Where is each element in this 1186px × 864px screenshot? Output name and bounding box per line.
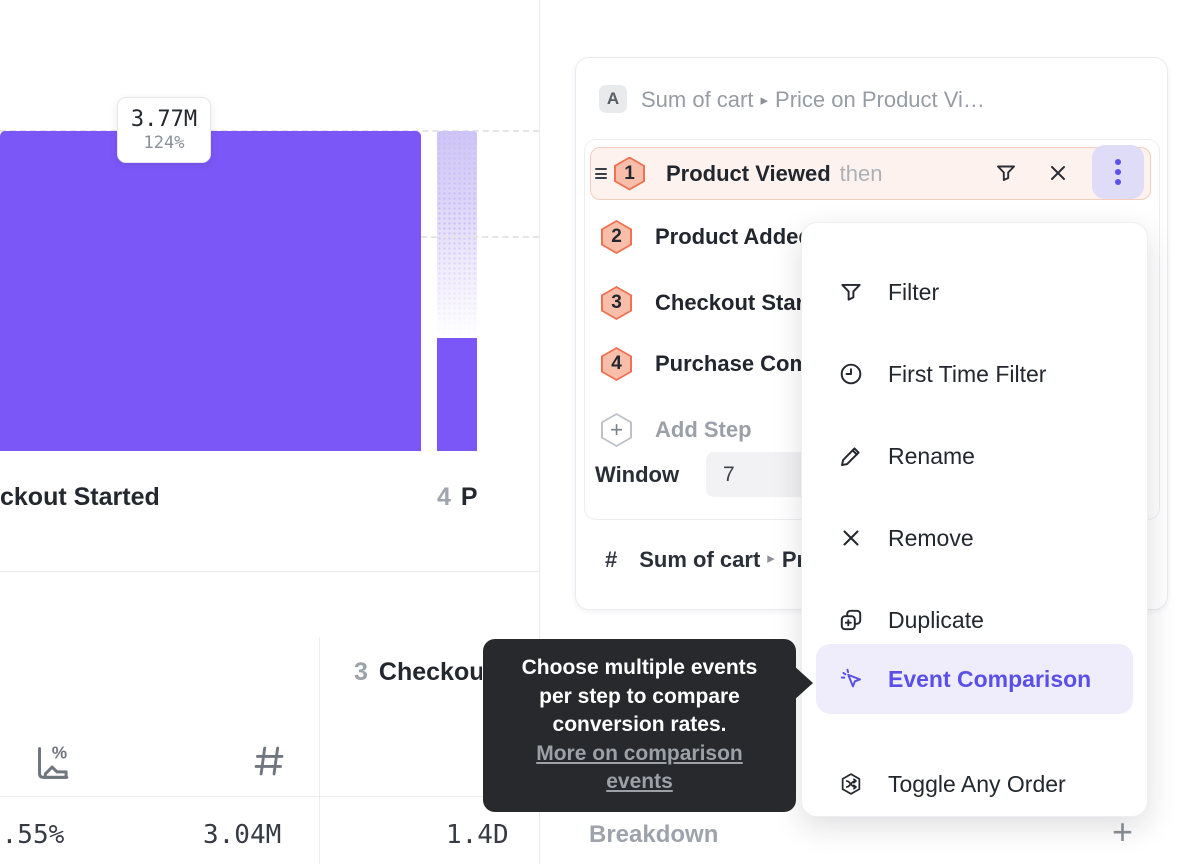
step-options-context-menu: Filter First Time Filter Rename Remove xyxy=(801,222,1148,817)
tooltip-line: conversion rates. xyxy=(552,713,727,737)
pencil-icon xyxy=(841,447,860,467)
duplicate-icon xyxy=(840,609,862,631)
more-on-comparison-events-link[interactable]: More on comparison events xyxy=(536,741,743,794)
metric-b-part1: Sum of cart xyxy=(639,547,761,572)
add-step-label: Add Step xyxy=(655,417,752,442)
funnel-bar-checkout-started[interactable] xyxy=(0,131,421,451)
x-axis-step-number: 4 xyxy=(437,483,451,511)
metric-a-part1: Sum of cart xyxy=(641,87,754,112)
count-hash-icon xyxy=(254,746,284,776)
tooltip-conversion: 124% xyxy=(143,133,185,153)
table-column-header-step3[interactable]: 3 Checkout xyxy=(354,658,482,692)
x-axis-label-text: Purchase xyxy=(460,483,479,511)
step-name-1: Product Viewed xyxy=(666,160,831,186)
add-step-plus-icon: + xyxy=(601,413,632,447)
tooltip-line: Choose multiple events xyxy=(521,656,758,680)
breadcrumb-arrow-icon: ▸ xyxy=(767,550,775,567)
funnel-dropoff-dots-texture xyxy=(437,131,477,339)
event-comparison-tooltip: Choose multiple events per step to compa… xyxy=(483,639,796,812)
step-badge-2: 2 xyxy=(601,220,632,254)
filter-icon xyxy=(841,283,861,301)
step-suffix-then: then xyxy=(839,160,883,186)
menu-item-rename[interactable]: Rename xyxy=(816,421,1133,491)
x-axis-label-purchase: 4 Purchase xyxy=(437,483,479,512)
breakdown-add-button[interactable]: + xyxy=(1112,811,1134,852)
metric-a-part2: Price on Product Vi… xyxy=(775,87,985,112)
menu-item-event-comparison[interactable]: Event Comparison xyxy=(816,644,1133,714)
number-metric-icon: # xyxy=(605,547,618,572)
menu-item-toggle-any-order[interactable]: Toggle Any Order xyxy=(816,749,1133,819)
conversion-rate-icon: % xyxy=(37,743,69,779)
table-value-conversion: 0.55% xyxy=(0,820,65,850)
more-options-button[interactable] xyxy=(1092,145,1144,199)
drag-handle-icon[interactable] xyxy=(595,165,607,181)
table-value-count: 3.04M xyxy=(203,820,282,850)
x-axis-label-text: ckout Started xyxy=(0,483,160,511)
step-row-1[interactable]: 1 Product Viewed then xyxy=(590,145,1151,200)
close-icon[interactable] xyxy=(1046,161,1070,185)
menu-item-duplicate[interactable]: Duplicate xyxy=(816,585,1133,655)
column-step-name: Checkout xyxy=(378,658,482,686)
x-icon xyxy=(843,530,859,546)
tooltip-line: per step to compare xyxy=(539,684,740,708)
gridline-dashed-mid xyxy=(421,236,539,238)
table-value-avg-time: 1.4D xyxy=(446,820,509,850)
column-step-number: 3 xyxy=(354,658,368,686)
clock-icon xyxy=(840,363,862,385)
tooltip-value: 3.77M xyxy=(130,107,198,132)
panel-divider xyxy=(539,0,540,864)
window-label: Window xyxy=(595,462,680,487)
add-step-button[interactable]: + Add Step xyxy=(601,413,752,447)
menu-item-remove[interactable]: Remove xyxy=(816,503,1133,573)
table-column-divider xyxy=(319,637,320,864)
step-badge-4: 4 xyxy=(601,347,632,381)
step-name-2: Product Added xyxy=(655,224,812,249)
step-badge-3: 3 xyxy=(601,286,632,320)
table-row-divider xyxy=(0,796,539,797)
menu-item-filter[interactable]: Filter xyxy=(816,257,1133,327)
event-comparison-icon xyxy=(840,668,861,688)
filter-icon[interactable] xyxy=(994,161,1018,185)
chart-table-divider xyxy=(0,571,539,572)
svg-text:%: % xyxy=(52,743,67,763)
metric-a-row[interactable]: Sum of cart ▸ Price on Product Vi… xyxy=(641,87,1146,113)
step-row-2[interactable]: 2 Product Added xyxy=(601,220,812,254)
breakdown-label: Breakdown xyxy=(589,821,719,848)
breadcrumb-arrow-icon: ▸ xyxy=(760,92,769,109)
funnel-bar-purchase[interactable] xyxy=(437,338,477,451)
x-axis-label-checkout-started: ckout Started xyxy=(0,483,160,512)
chart-hover-tooltip: 3.77M 124% xyxy=(117,97,211,163)
menu-item-first-time-filter[interactable]: First Time Filter xyxy=(816,339,1133,409)
metric-badge-a: A xyxy=(599,85,627,113)
step-badge-1: 1 xyxy=(614,156,645,191)
window-value: 7 xyxy=(723,462,735,486)
shuffle-hexagon-icon xyxy=(841,773,861,795)
funnel-dropoff-gradient-bar xyxy=(437,131,477,339)
